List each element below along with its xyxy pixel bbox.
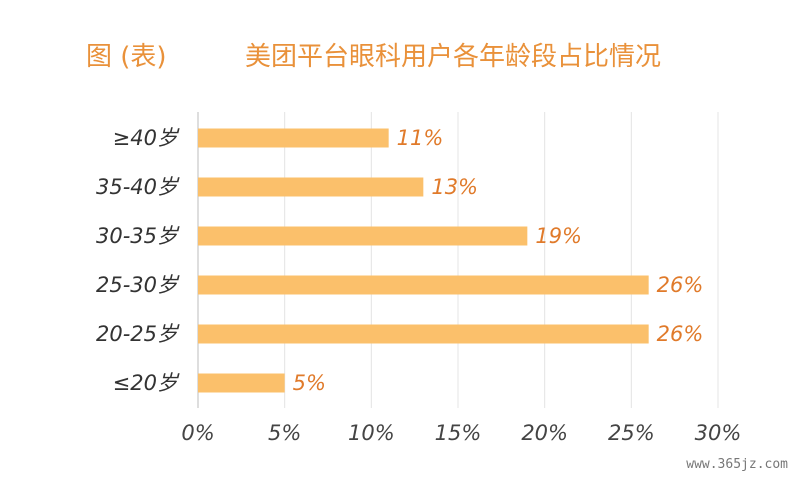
x-tick-label: 0% bbox=[181, 421, 214, 445]
bar bbox=[198, 373, 285, 393]
data-label: 26% bbox=[657, 322, 704, 346]
x-tick-label: 25% bbox=[608, 421, 655, 445]
category-labels: ≥40岁 35-40岁 30-35岁 25-30岁 20-25岁 ≤20岁 bbox=[96, 126, 180, 395]
category-label: 25-30岁 bbox=[96, 273, 180, 297]
bar bbox=[198, 177, 424, 197]
x-tick-label: 20% bbox=[521, 421, 568, 445]
data-label: 5% bbox=[293, 371, 326, 395]
category-label: 20-25岁 bbox=[96, 322, 180, 346]
data-label: 26% bbox=[657, 273, 704, 297]
x-tick-label: 10% bbox=[348, 421, 395, 445]
x-tick-label: 5% bbox=[268, 421, 301, 445]
category-label: 35-40岁 bbox=[96, 175, 180, 199]
watermark: www.365jz.com bbox=[686, 457, 788, 472]
data-label: 19% bbox=[535, 224, 582, 248]
data-label: 13% bbox=[431, 175, 478, 199]
bar bbox=[198, 275, 649, 295]
data-labels: 11% 13% 19% 26% 26% 5% bbox=[293, 126, 704, 395]
category-label: ≥40岁 bbox=[113, 126, 180, 150]
data-label: 11% bbox=[397, 126, 444, 150]
x-tick-label: 30% bbox=[695, 421, 742, 445]
bars bbox=[198, 128, 649, 393]
bar bbox=[198, 128, 389, 148]
chart-title: 美团平台眼科用户各年龄段占比情况 bbox=[245, 42, 662, 72]
bar bbox=[198, 324, 649, 344]
gridlines bbox=[197, 112, 719, 408]
category-label: ≤20岁 bbox=[113, 371, 180, 395]
x-tick-label: 15% bbox=[435, 421, 482, 445]
x-tick-labels: 0% 5% 10% 15% 20% 25% 30% bbox=[181, 421, 741, 445]
bar bbox=[198, 226, 528, 246]
category-label: 30-35岁 bbox=[96, 224, 180, 248]
figure-label: 图 (表) bbox=[86, 42, 167, 72]
